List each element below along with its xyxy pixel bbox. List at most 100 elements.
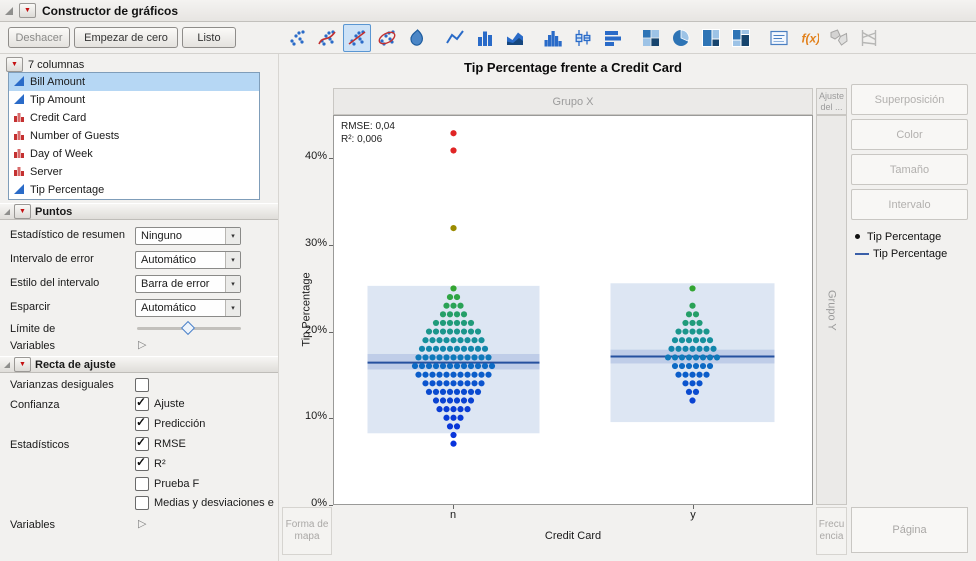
- data-point[interactable]: [432, 345, 440, 352]
- data-point[interactable]: [436, 406, 443, 413]
- data-point[interactable]: [460, 388, 468, 396]
- data-point[interactable]: [429, 337, 436, 344]
- data-point[interactable]: [415, 354, 422, 361]
- data-point[interactable]: [450, 337, 457, 344]
- data-point[interactable]: [457, 337, 464, 344]
- disclosure-open-icon[interactable]: [4, 208, 10, 215]
- data-point[interactable]: [685, 311, 693, 318]
- data-point[interactable]: [485, 354, 492, 361]
- data-point[interactable]: [443, 414, 450, 421]
- data-point[interactable]: [446, 328, 454, 335]
- data-point[interactable]: [682, 371, 689, 378]
- data-point[interactable]: [429, 380, 436, 387]
- contour-icon[interactable]: [403, 24, 431, 52]
- data-point[interactable]: [699, 354, 707, 361]
- data-point[interactable]: [439, 319, 447, 327]
- data-point[interactable]: [446, 362, 454, 370]
- data-point[interactable]: [450, 147, 457, 154]
- data-point[interactable]: [436, 380, 443, 387]
- data-point[interactable]: [689, 285, 696, 292]
- data-point[interactable]: [450, 302, 457, 309]
- data-point[interactable]: [689, 345, 696, 352]
- data-point[interactable]: [446, 293, 454, 301]
- heatmap-icon[interactable]: [637, 24, 665, 52]
- data-point[interactable]: [467, 345, 475, 352]
- data-point[interactable]: [474, 388, 482, 396]
- data-point[interactable]: [696, 319, 703, 327]
- data-point[interactable]: [689, 380, 696, 387]
- data-point[interactable]: [418, 362, 426, 370]
- data-point[interactable]: [432, 328, 440, 335]
- data-point[interactable]: [682, 380, 689, 387]
- data-point[interactable]: [474, 362, 482, 370]
- data-point[interactable]: [692, 337, 700, 344]
- data-point[interactable]: [450, 130, 457, 137]
- data-point[interactable]: [678, 362, 686, 370]
- drop-zone-page[interactable]: Página: [851, 507, 968, 553]
- data-point[interactable]: [450, 380, 457, 387]
- columns-red-triangle-icon[interactable]: ▼: [6, 57, 23, 72]
- data-point[interactable]: [696, 380, 703, 387]
- jitter-dropdown[interactable]: Automático ▾: [135, 299, 241, 317]
- data-point[interactable]: [439, 345, 447, 352]
- data-point[interactable]: [682, 345, 689, 352]
- drop-zone-fit[interactable]: Ajuste del ...: [816, 88, 847, 115]
- data-point[interactable]: [446, 345, 454, 352]
- data-point[interactable]: [696, 371, 703, 378]
- data-point[interactable]: [689, 319, 696, 327]
- drop-zone-color[interactable]: Color: [851, 119, 968, 150]
- data-point[interactable]: [464, 337, 471, 344]
- red-triangle-menu-icon[interactable]: ▼: [19, 3, 36, 18]
- data-point[interactable]: [439, 397, 447, 404]
- legend-item-points[interactable]: Tip Percentage: [855, 228, 947, 245]
- fit-red-triangle-icon[interactable]: ▼: [14, 357, 31, 372]
- smoother-icon[interactable]: [313, 24, 341, 52]
- data-point[interactable]: [443, 406, 450, 413]
- data-point[interactable]: [678, 354, 686, 361]
- data-point[interactable]: [443, 354, 450, 361]
- data-point[interactable]: [446, 423, 454, 430]
- data-point[interactable]: [425, 345, 433, 352]
- data-point[interactable]: [685, 362, 693, 370]
- data-point[interactable]: [439, 311, 447, 318]
- data-point[interactable]: [457, 371, 464, 378]
- fit-section-header[interactable]: ▼ Recta de ajuste: [0, 356, 278, 373]
- legend-item-line[interactable]: Tip Percentage: [855, 245, 947, 262]
- data-point[interactable]: [446, 319, 454, 327]
- data-point[interactable]: [425, 362, 433, 370]
- fit-variables-disclosure-icon[interactable]: ▷: [138, 518, 147, 530]
- data-point[interactable]: [450, 285, 457, 292]
- data-point[interactable]: [436, 371, 443, 378]
- line-of-fit-icon[interactable]: [343, 24, 371, 52]
- column-item-day-of-week[interactable]: Day of Week: [9, 145, 259, 163]
- data-point[interactable]: [418, 345, 426, 352]
- points-icon[interactable]: [283, 24, 311, 52]
- done-button[interactable]: Listo: [182, 27, 236, 48]
- column-item-credit-card[interactable]: Credit Card: [9, 109, 259, 127]
- histogram-icon[interactable]: [539, 24, 567, 52]
- data-point[interactable]: [453, 362, 461, 370]
- data-point[interactable]: [453, 345, 461, 352]
- data-point[interactable]: [488, 362, 496, 370]
- stat-rmse-checkbox[interactable]: ✓ RMSE: [135, 435, 186, 451]
- data-point[interactable]: [682, 319, 689, 327]
- data-point[interactable]: [439, 388, 447, 396]
- data-point[interactable]: [425, 328, 433, 335]
- data-point[interactable]: [706, 362, 714, 370]
- area-icon[interactable]: [501, 24, 529, 52]
- column-item-server[interactable]: Server: [9, 163, 259, 181]
- data-point[interactable]: [467, 388, 475, 396]
- drop-zone-group-x[interactable]: Grupo X: [333, 88, 813, 115]
- data-point[interactable]: [464, 406, 471, 413]
- data-point[interactable]: [478, 337, 485, 344]
- data-point[interactable]: [450, 371, 457, 378]
- stat-f-test-checkbox[interactable]: ✓ Prueba F: [135, 477, 199, 491]
- data-point[interactable]: [460, 311, 468, 318]
- data-point[interactable]: [457, 302, 464, 309]
- data-point[interactable]: [453, 328, 461, 335]
- data-point[interactable]: [689, 397, 696, 404]
- data-point[interactable]: [460, 345, 468, 352]
- drop-zone-map-shape[interactable]: Forma de mapa: [282, 507, 332, 555]
- data-point[interactable]: [685, 337, 693, 344]
- data-point[interactable]: [460, 397, 468, 404]
